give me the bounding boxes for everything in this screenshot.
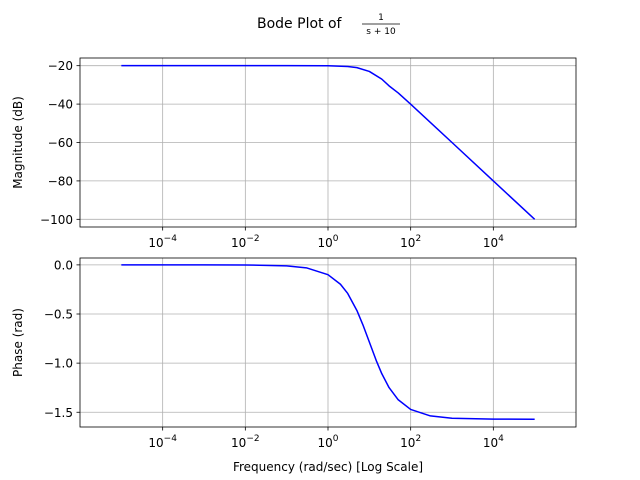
y-tick-label: −80 bbox=[48, 174, 73, 188]
y-tick-label: 0.0 bbox=[54, 258, 73, 272]
title-fraction-numerator: 1 bbox=[378, 13, 384, 23]
x-tick-label: 10−4 bbox=[148, 234, 177, 250]
x-axis-label: Frequency (rad/sec) [Log Scale] bbox=[233, 460, 423, 474]
y-tick-label: −60 bbox=[48, 136, 73, 150]
magnitude-panel: 10−4 10−2 100 102 104 −20 −40 −60 −80 −100 Magnitu… bbox=[11, 57, 577, 250]
x-tick-label: 104 bbox=[483, 234, 504, 250]
y-axis-label: Magnitude (dB) bbox=[11, 96, 25, 189]
y-tick-label: −1.5 bbox=[44, 406, 73, 420]
y-tick-label: −100 bbox=[40, 213, 73, 227]
x-tick-label: 10−4 bbox=[148, 434, 177, 450]
x-tick-label: 100 bbox=[317, 434, 338, 450]
title-prefix: Bode Plot of bbox=[257, 16, 343, 32]
series-line bbox=[121, 64, 536, 220]
series-line bbox=[121, 264, 535, 420]
y-tick-label: −1.0 bbox=[44, 357, 73, 371]
x-tick-label: 10−2 bbox=[231, 234, 260, 250]
y-tick-label: −20 bbox=[48, 59, 73, 73]
y-tick-label: −40 bbox=[48, 98, 73, 112]
phase-panel: 10−4 10−2 100 102 104 0.0 −0.5 −1.0 −1.5 Phase (r… bbox=[11, 257, 577, 474]
y-tick-label: −0.5 bbox=[44, 308, 73, 322]
x-tick-label: 104 bbox=[483, 434, 504, 450]
figure-title: Bode Plot of 1 s + 10 bbox=[257, 13, 400, 37]
x-tick-label: 102 bbox=[400, 434, 421, 450]
x-tick-label: 102 bbox=[400, 234, 421, 250]
y-axis-label: Phase (rad) bbox=[11, 308, 25, 377]
x-tick-label: 10−2 bbox=[231, 434, 260, 450]
x-tick-label: 100 bbox=[317, 234, 338, 250]
title-fraction-denominator: s + 10 bbox=[366, 27, 396, 37]
